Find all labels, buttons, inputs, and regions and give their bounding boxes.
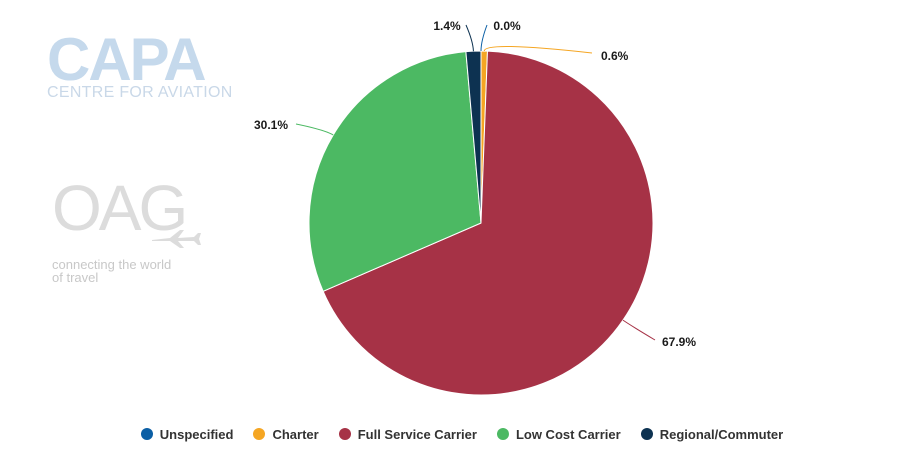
data-label-full-service-carrier: 67.9% [662,335,696,349]
legend-label-charter: Charter [272,426,319,442]
leader-line-full-service-carrier [622,319,656,341]
oag-logo: OAG connecting the world of travel [52,172,212,285]
legend-item-low-cost-carrier[interactable]: Low Cost Carrier [496,426,621,442]
leader-line-regional-commuter [465,24,474,52]
legend-item-unspecified[interactable]: Unspecified [140,426,234,442]
data-label-low-cost-carrier: 30.1% [254,118,288,132]
capa-logo-subtitle: CENTRE FOR AVIATION [47,84,233,101]
pie-slice-low-cost-carrier[interactable] [308,51,482,292]
data-label-regional-commuter: 1.4% [433,19,461,33]
leader-line-charter [483,45,593,54]
capa-logo-word: CAPA [47,26,207,93]
legend-swatch-regional-commuter [640,428,653,440]
legend-item-regional-commuter[interactable]: Regional/Commuter [640,426,784,442]
legend-swatch-unspecified [140,428,153,440]
legend-label-full-service-carrier: Full Service Carrier [357,426,477,442]
legend-swatch-full-service-carrier [338,428,351,440]
leader-line-low-cost-carrier [295,123,334,136]
pie-plot-area: 0.0% 0.6% 67.9% 30.1% 1.4% [254,19,696,396]
legend-swatch-charter [253,428,266,440]
data-label-unspecified: 0.0% [493,19,521,33]
pie-slice-full-service-carrier[interactable] [322,50,654,396]
oag-logo-word: OAG [52,172,188,244]
data-label-charter: 0.6% [601,49,629,63]
capa-logo: CAPA CENTRE FOR AVIATION [47,26,252,102]
airplane-icon [152,230,201,248]
legend-label-unspecified: Unspecified [159,426,234,442]
leader-line-unspecified [480,24,488,52]
legend-swatch-low-cost-carrier [496,428,509,440]
legend-label-regional-commuter: Regional/Commuter [659,426,784,442]
oag-logo-tagline: connecting the world of travel [52,257,172,285]
legend-label-low-cost-carrier: Low Cost Carrier [515,426,621,442]
legend-item-full-service-carrier[interactable]: Full Service Carrier [338,426,477,442]
chart-legend: Unspecified Charter Full Service Carrier Lo… [0,424,924,444]
legend-item-charter[interactable]: Charter [253,426,319,442]
